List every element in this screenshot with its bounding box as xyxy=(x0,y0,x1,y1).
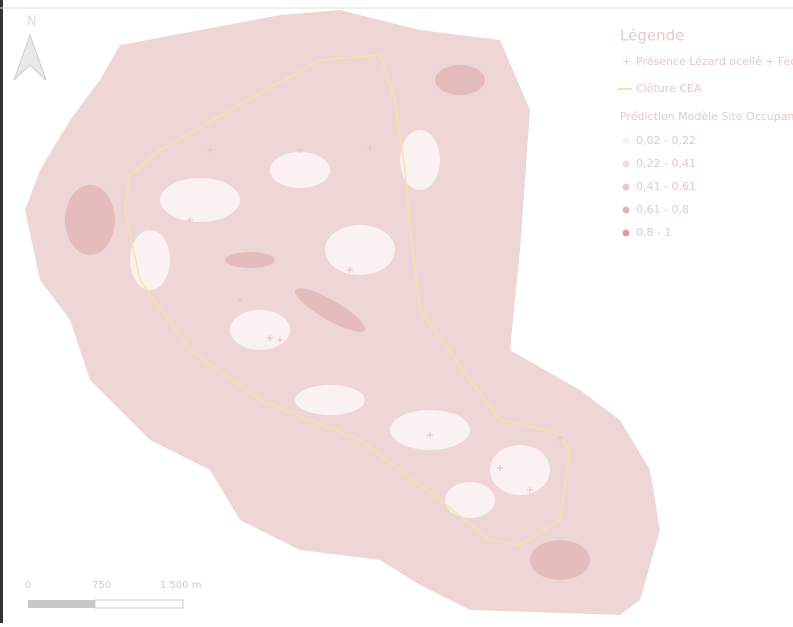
legend-class-label: 0,41 - 0,61 xyxy=(636,180,696,193)
scale-label: 1 500 m xyxy=(160,580,202,591)
north-label: N xyxy=(27,15,37,30)
darker-patches xyxy=(65,65,590,580)
legend-title: Légende xyxy=(620,27,684,45)
scale-label: 750 xyxy=(92,580,111,591)
legend-swatch xyxy=(622,160,630,168)
scale-bar: 0 750 1 500 m xyxy=(25,580,202,609)
legend-class-label: 0,8 - 1 xyxy=(636,226,671,239)
legend-swatch xyxy=(622,206,630,214)
legend-class-label: 0,02 - 0,22 xyxy=(636,134,696,147)
legend-class-label: 0,22 - 0,41 xyxy=(636,157,696,170)
presence-points xyxy=(187,145,563,493)
legend-swatch xyxy=(622,229,630,237)
scale-label: 0 xyxy=(25,580,31,591)
north-arrow: N xyxy=(13,15,47,81)
legend-swatch xyxy=(622,137,630,145)
legend-marker: + xyxy=(622,55,631,68)
fence xyxy=(124,54,571,546)
occupancy-patches xyxy=(130,130,550,518)
legend-subtitle: Prédiction Modèle Site Occupancy xyxy=(620,110,793,123)
legend-item: Clôture CEA xyxy=(636,82,702,95)
legend-swatch xyxy=(622,183,630,191)
legend-class-label: 0,61 - 0,8 xyxy=(636,203,689,216)
legend-item: Présence Lézard ocellé + Fèces xyxy=(636,55,793,68)
